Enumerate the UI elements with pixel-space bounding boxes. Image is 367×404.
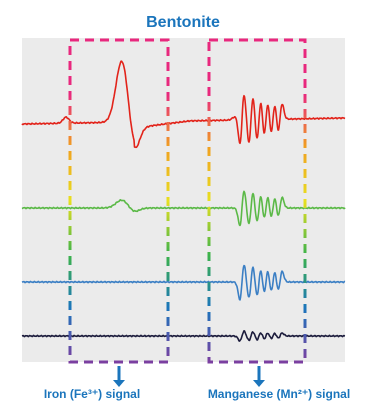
manganese-arrow-head bbox=[253, 380, 265, 387]
chart-title: Bentonite bbox=[146, 14, 220, 31]
spectrum-trace-3 bbox=[21, 264, 346, 301]
iron-signal-label: Iron (Fe³⁺) signal bbox=[44, 387, 140, 401]
spectrum-trace-2 bbox=[21, 190, 346, 227]
manganese-signal-box bbox=[207, 38, 307, 364]
plot-panel bbox=[22, 38, 345, 362]
iron-arrow-head bbox=[113, 380, 125, 387]
iron-signal-box bbox=[68, 38, 170, 364]
spectrum-trace-1 bbox=[21, 60, 346, 149]
spectra-traces bbox=[21, 60, 346, 342]
manganese-signal-label: Manganese (Mn²⁺) signal bbox=[208, 387, 350, 401]
spectrum-trace-4 bbox=[21, 330, 346, 342]
